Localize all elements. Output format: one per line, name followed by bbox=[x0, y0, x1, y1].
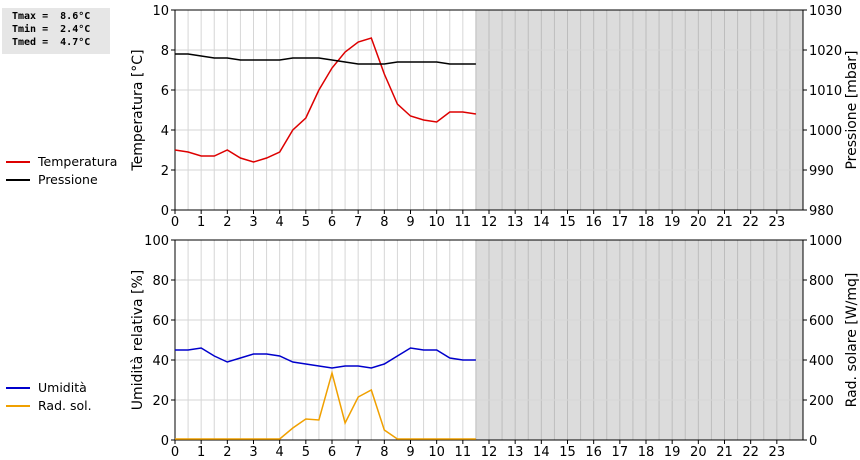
x-tick-label: 18 bbox=[638, 215, 655, 230]
x-tick-label: 15 bbox=[559, 445, 576, 460]
y2-tick-label: 0 bbox=[809, 434, 817, 449]
x-tick-label: 3 bbox=[249, 445, 257, 460]
x-tick-label: 20 bbox=[690, 215, 707, 230]
x-tick-label: 14 bbox=[533, 445, 550, 460]
legend-label: Pressione bbox=[38, 172, 98, 187]
x-tick-label: 16 bbox=[585, 215, 602, 230]
y-axis-label: Temperatura [°C] bbox=[130, 49, 146, 171]
x-tick-label: 9 bbox=[406, 215, 414, 230]
x-tick-label: 1 bbox=[197, 215, 205, 230]
x-tick-label: 21 bbox=[716, 445, 733, 460]
y2-tick-label: 600 bbox=[809, 314, 834, 329]
x-tick-label: 13 bbox=[507, 445, 524, 460]
y2-tick-label: 1000 bbox=[809, 124, 842, 139]
y2-tick-label: 980 bbox=[809, 204, 834, 219]
legend-label: Rad. sol. bbox=[38, 398, 92, 413]
stats-box: Tmax = 8.6°C Tmin = 2.4°C Tmed = 4.7°C bbox=[2, 8, 110, 54]
x-tick-label: 20 bbox=[690, 445, 707, 460]
y2-tick-label: 400 bbox=[809, 354, 834, 369]
y-tick-label: 10 bbox=[152, 4, 169, 19]
x-tick-label: 10 bbox=[428, 215, 445, 230]
x-tick-label: 13 bbox=[507, 215, 524, 230]
y2-tick-label: 800 bbox=[809, 274, 834, 289]
x-tick-label: 15 bbox=[559, 215, 576, 230]
y-tick-label: 20 bbox=[152, 394, 169, 409]
x-tick-label: 17 bbox=[612, 445, 629, 460]
y-tick-label: 0 bbox=[161, 434, 169, 449]
y2-tick-label: 1000 bbox=[809, 234, 842, 249]
x-tick-label: 12 bbox=[481, 445, 498, 460]
x-tick-label: 12 bbox=[481, 215, 498, 230]
y-tick-label: 0 bbox=[161, 204, 169, 219]
y-tick-label: 2 bbox=[161, 164, 169, 179]
y-tick-label: 80 bbox=[152, 274, 169, 289]
x-tick-label: 4 bbox=[276, 215, 284, 230]
x-tick-label: 2 bbox=[223, 445, 231, 460]
chart-panel-0: 0 1 2 3 4 5 6 7 8 9 10 11 12 13 14 15 16 17 18 19 20 21 22 2302… bbox=[6, 4, 860, 230]
x-tick-label: 22 bbox=[742, 445, 759, 460]
x-tick-label: 21 bbox=[716, 215, 733, 230]
y-tick-label: 100 bbox=[144, 234, 169, 249]
series-line-rad-sol- bbox=[175, 370, 476, 440]
x-tick-label: 16 bbox=[585, 445, 602, 460]
x-tick-label: 11 bbox=[455, 445, 472, 460]
x-tick-label: 22 bbox=[742, 215, 759, 230]
series-line-pressione bbox=[175, 53, 476, 65]
tmax-text: Tmax = 8.6°C bbox=[12, 11, 91, 22]
x-tick-label: 0 bbox=[171, 215, 179, 230]
y2-tick-label: 1030 bbox=[809, 4, 842, 19]
x-tick-label: 2 bbox=[223, 215, 231, 230]
x-tick-label: 7 bbox=[354, 215, 362, 230]
x-tick-label: 4 bbox=[276, 445, 284, 460]
x-tick-label: 5 bbox=[302, 445, 310, 460]
x-tick-label: 23 bbox=[769, 215, 786, 230]
legend-label: Temperatura bbox=[37, 154, 117, 169]
future-shade bbox=[475, 10, 803, 210]
y2-axis-label: Rad. solare [W/mq] bbox=[844, 273, 860, 408]
x-tick-label: 10 bbox=[428, 445, 445, 460]
x-tick-label: 17 bbox=[612, 215, 629, 230]
x-tick-label: 19 bbox=[664, 445, 681, 460]
x-tick-label: 3 bbox=[249, 215, 257, 230]
y2-tick-label: 1010 bbox=[809, 84, 842, 99]
y2-tick-label: 1020 bbox=[809, 44, 842, 59]
x-tick-label: 9 bbox=[406, 445, 414, 460]
y2-tick-label: 990 bbox=[809, 164, 834, 179]
y-tick-label: 40 bbox=[152, 354, 169, 369]
y-axis-label: Umidità relativa [%] bbox=[130, 270, 146, 411]
x-tick-label: 11 bbox=[455, 215, 472, 230]
tmed-text: Tmed = 4.7°C bbox=[12, 37, 91, 48]
x-tick-label: 0 bbox=[171, 445, 179, 460]
x-tick-label: 7 bbox=[354, 445, 362, 460]
y-tick-label: 8 bbox=[161, 44, 169, 59]
future-shade bbox=[475, 240, 803, 440]
y2-axis-label: Pressione [mbar] bbox=[844, 50, 860, 169]
series-line-temperatura bbox=[174, 37, 477, 163]
y-tick-label: 6 bbox=[161, 84, 169, 99]
x-tick-label: 6 bbox=[328, 215, 336, 230]
legend-label: Umidità bbox=[38, 380, 87, 395]
x-tick-label: 5 bbox=[302, 215, 310, 230]
y-tick-label: 4 bbox=[161, 124, 169, 139]
y2-tick-label: 200 bbox=[809, 394, 834, 409]
x-tick-label: 8 bbox=[380, 215, 388, 230]
chart-panel-1: 0 1 2 3 4 5 6 7 8 9 10 11 12 13 14 15 16 17 18 19 20 21 22 2302… bbox=[6, 234, 860, 460]
series-line-umidit- bbox=[175, 347, 476, 369]
y-tick-label: 60 bbox=[152, 314, 169, 329]
x-tick-label: 19 bbox=[664, 215, 681, 230]
x-tick-label: 1 bbox=[197, 445, 205, 460]
x-tick-label: 6 bbox=[328, 445, 336, 460]
x-tick-label: 8 bbox=[380, 445, 388, 460]
x-tick-label: 23 bbox=[769, 445, 786, 460]
x-tick-label: 18 bbox=[638, 445, 655, 460]
tmin-text: Tmin = 2.4°C bbox=[12, 24, 91, 35]
x-tick-label: 14 bbox=[533, 215, 550, 230]
